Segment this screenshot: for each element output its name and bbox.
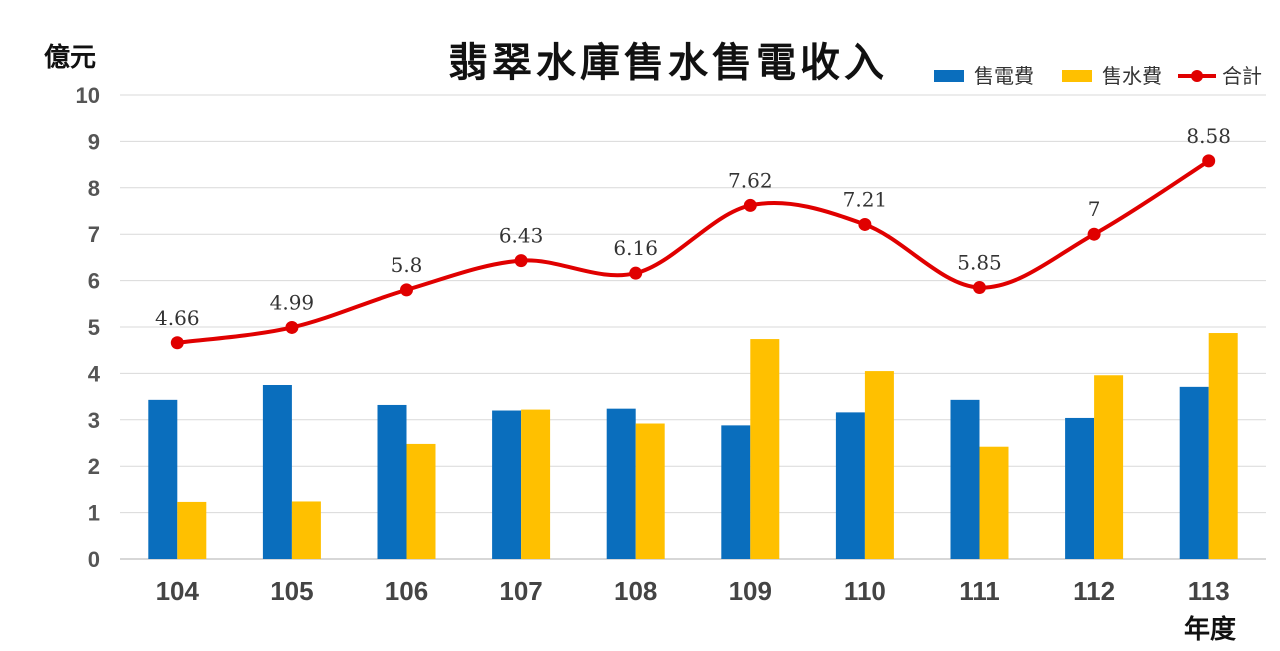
- total-point: [1087, 227, 1101, 241]
- bar-electricity: [1179, 386, 1209, 559]
- y-tick-label: 9: [88, 129, 100, 154]
- bar-water: [1094, 375, 1124, 559]
- y-tick-label: 8: [88, 176, 100, 201]
- total-point: [285, 320, 299, 334]
- total-line-path: [177, 159, 1210, 345]
- bar-electricity: [262, 385, 292, 559]
- x-tick-label: 108: [614, 576, 657, 606]
- y-tick-label: 4: [88, 361, 101, 386]
- total-data-label: 5.8: [391, 253, 423, 277]
- total-point: [629, 266, 643, 280]
- total-point: [743, 198, 757, 212]
- x-tick-label: 105: [270, 576, 313, 606]
- x-tick-label: 111: [959, 576, 1000, 606]
- y-tick-label: 0: [88, 547, 100, 572]
- legend-label: 售電費: [974, 64, 1034, 88]
- bar-electricity: [148, 399, 178, 559]
- bar-water: [177, 501, 207, 559]
- total-point: [400, 283, 413, 297]
- x-tick-labels: 104 105 106 107 108 109 110 111 112 113: [156, 576, 1230, 606]
- y-axis-unit: 億元: [44, 43, 96, 73]
- x-tick-label: 106: [385, 576, 428, 606]
- total-data-label: 7.62: [728, 168, 773, 192]
- total-data-label: 6.16: [613, 236, 658, 260]
- chart-title: 翡翠水庫售水售電收入: [448, 39, 888, 86]
- total-data-label: 7.21: [843, 187, 888, 211]
- y-tick-label: 6: [88, 269, 100, 294]
- total-point: [1202, 154, 1216, 168]
- x-tick-label: 110: [844, 576, 886, 606]
- bar-water: [750, 339, 780, 559]
- legend-swatch-electricity: [934, 70, 964, 82]
- bars: [148, 333, 1238, 559]
- bar-water: [864, 371, 894, 559]
- bar-water: [521, 409, 551, 559]
- y-tick-label: 7: [88, 222, 100, 247]
- legend-label: 合計: [1222, 64, 1262, 88]
- bar-electricity: [606, 408, 636, 559]
- x-tick-label: 112: [1073, 576, 1115, 606]
- total-data-label: 8.58: [1186, 124, 1231, 148]
- legend-swatch-water: [1062, 70, 1092, 82]
- total-data-label: 7: [1088, 197, 1101, 221]
- bar-electricity: [721, 425, 751, 559]
- y-tick-label: 2: [88, 454, 100, 479]
- x-tick-label: 104: [156, 576, 200, 606]
- x-axis-label: 年度: [1184, 614, 1236, 645]
- y-tick-labels: 0 1 2 3 4 5 6 7 8 9 10: [76, 83, 101, 572]
- total-data-label: 4.99: [270, 290, 315, 314]
- total-data-label: 6.43: [499, 224, 544, 248]
- x-tick-label: 109: [729, 576, 772, 606]
- y-tick-label: 3: [88, 408, 100, 433]
- total-data-label: 5.85: [957, 251, 1002, 275]
- bar-electricity: [1065, 417, 1095, 559]
- y-tick-label: 1: [88, 501, 100, 526]
- total-point: [170, 336, 184, 350]
- legend-label: 售水費: [1102, 64, 1162, 88]
- bar-water: [1208, 333, 1238, 559]
- y-tick-label: 10: [76, 83, 100, 108]
- bar-electricity: [835, 412, 865, 559]
- legend-swatch-total-marker: [1191, 70, 1203, 82]
- total-point: [973, 281, 986, 295]
- bar-water: [979, 446, 1009, 559]
- y-tick-label: 5: [88, 315, 100, 340]
- bar-water: [406, 443, 436, 559]
- total-point: [514, 254, 528, 268]
- bar-water: [291, 501, 321, 559]
- total-point: [858, 217, 872, 231]
- bar-water: [635, 423, 665, 559]
- total-line: 4.66 4.99 5.8 6.43 6.16 7.62 7.21 5.85 7 8.58: [155, 124, 1231, 350]
- x-tick-label: 107: [499, 576, 542, 606]
- x-tick-label: 113: [1188, 576, 1230, 606]
- bar-electricity: [377, 404, 407, 559]
- bar-electricity: [950, 399, 980, 559]
- bar-electricity: [492, 410, 522, 559]
- legend: 售電費 售水費 合計: [934, 64, 1262, 88]
- total-data-label: 4.66: [155, 306, 200, 330]
